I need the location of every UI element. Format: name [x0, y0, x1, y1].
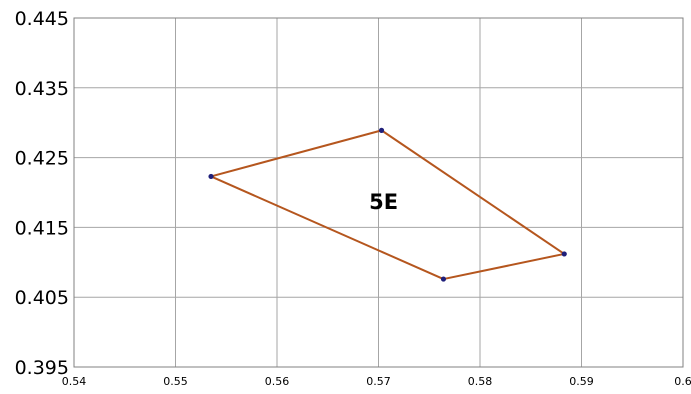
data-point: [208, 173, 214, 180]
data-point: [561, 251, 567, 257]
y-axis-ticks: 0.395 0.405 0.415 0.425 0.435 0.445: [15, 8, 69, 379]
data-point: [378, 127, 385, 133]
x-tick-label: 0.56: [265, 375, 290, 388]
series-group: [208, 127, 567, 282]
data-point: [440, 276, 447, 282]
region-label: 5E: [369, 190, 398, 214]
y-tick-label: 0.395: [15, 357, 69, 379]
x-tick-label: 0.59: [569, 375, 594, 388]
series-edge: [210, 129, 382, 178]
y-tick-label: 0.415: [15, 217, 69, 239]
series-edge: [443, 252, 565, 281]
x-tick-label: 0.6: [674, 375, 691, 388]
series-edge: [210, 175, 444, 280]
x-tick-label: 0.57: [366, 375, 391, 388]
x-tick-label: 0.58: [468, 375, 493, 388]
annotations: 5E: [369, 190, 398, 214]
x-tick-label: 0.54: [62, 375, 87, 388]
series-edge: [380, 129, 565, 255]
x-axis-ticks: 0.54 0.55 0.56 0.57 0.58 0.59 0.6: [62, 375, 691, 388]
y-tick-label: 0.405: [15, 287, 69, 309]
x-tick-label: 0.55: [163, 375, 188, 388]
y-tick-label: 0.435: [15, 78, 69, 100]
y-tick-label: 0.425: [15, 148, 69, 170]
y-tick-label: 0.445: [15, 8, 69, 30]
plot-frame: [73, 17, 684, 368]
